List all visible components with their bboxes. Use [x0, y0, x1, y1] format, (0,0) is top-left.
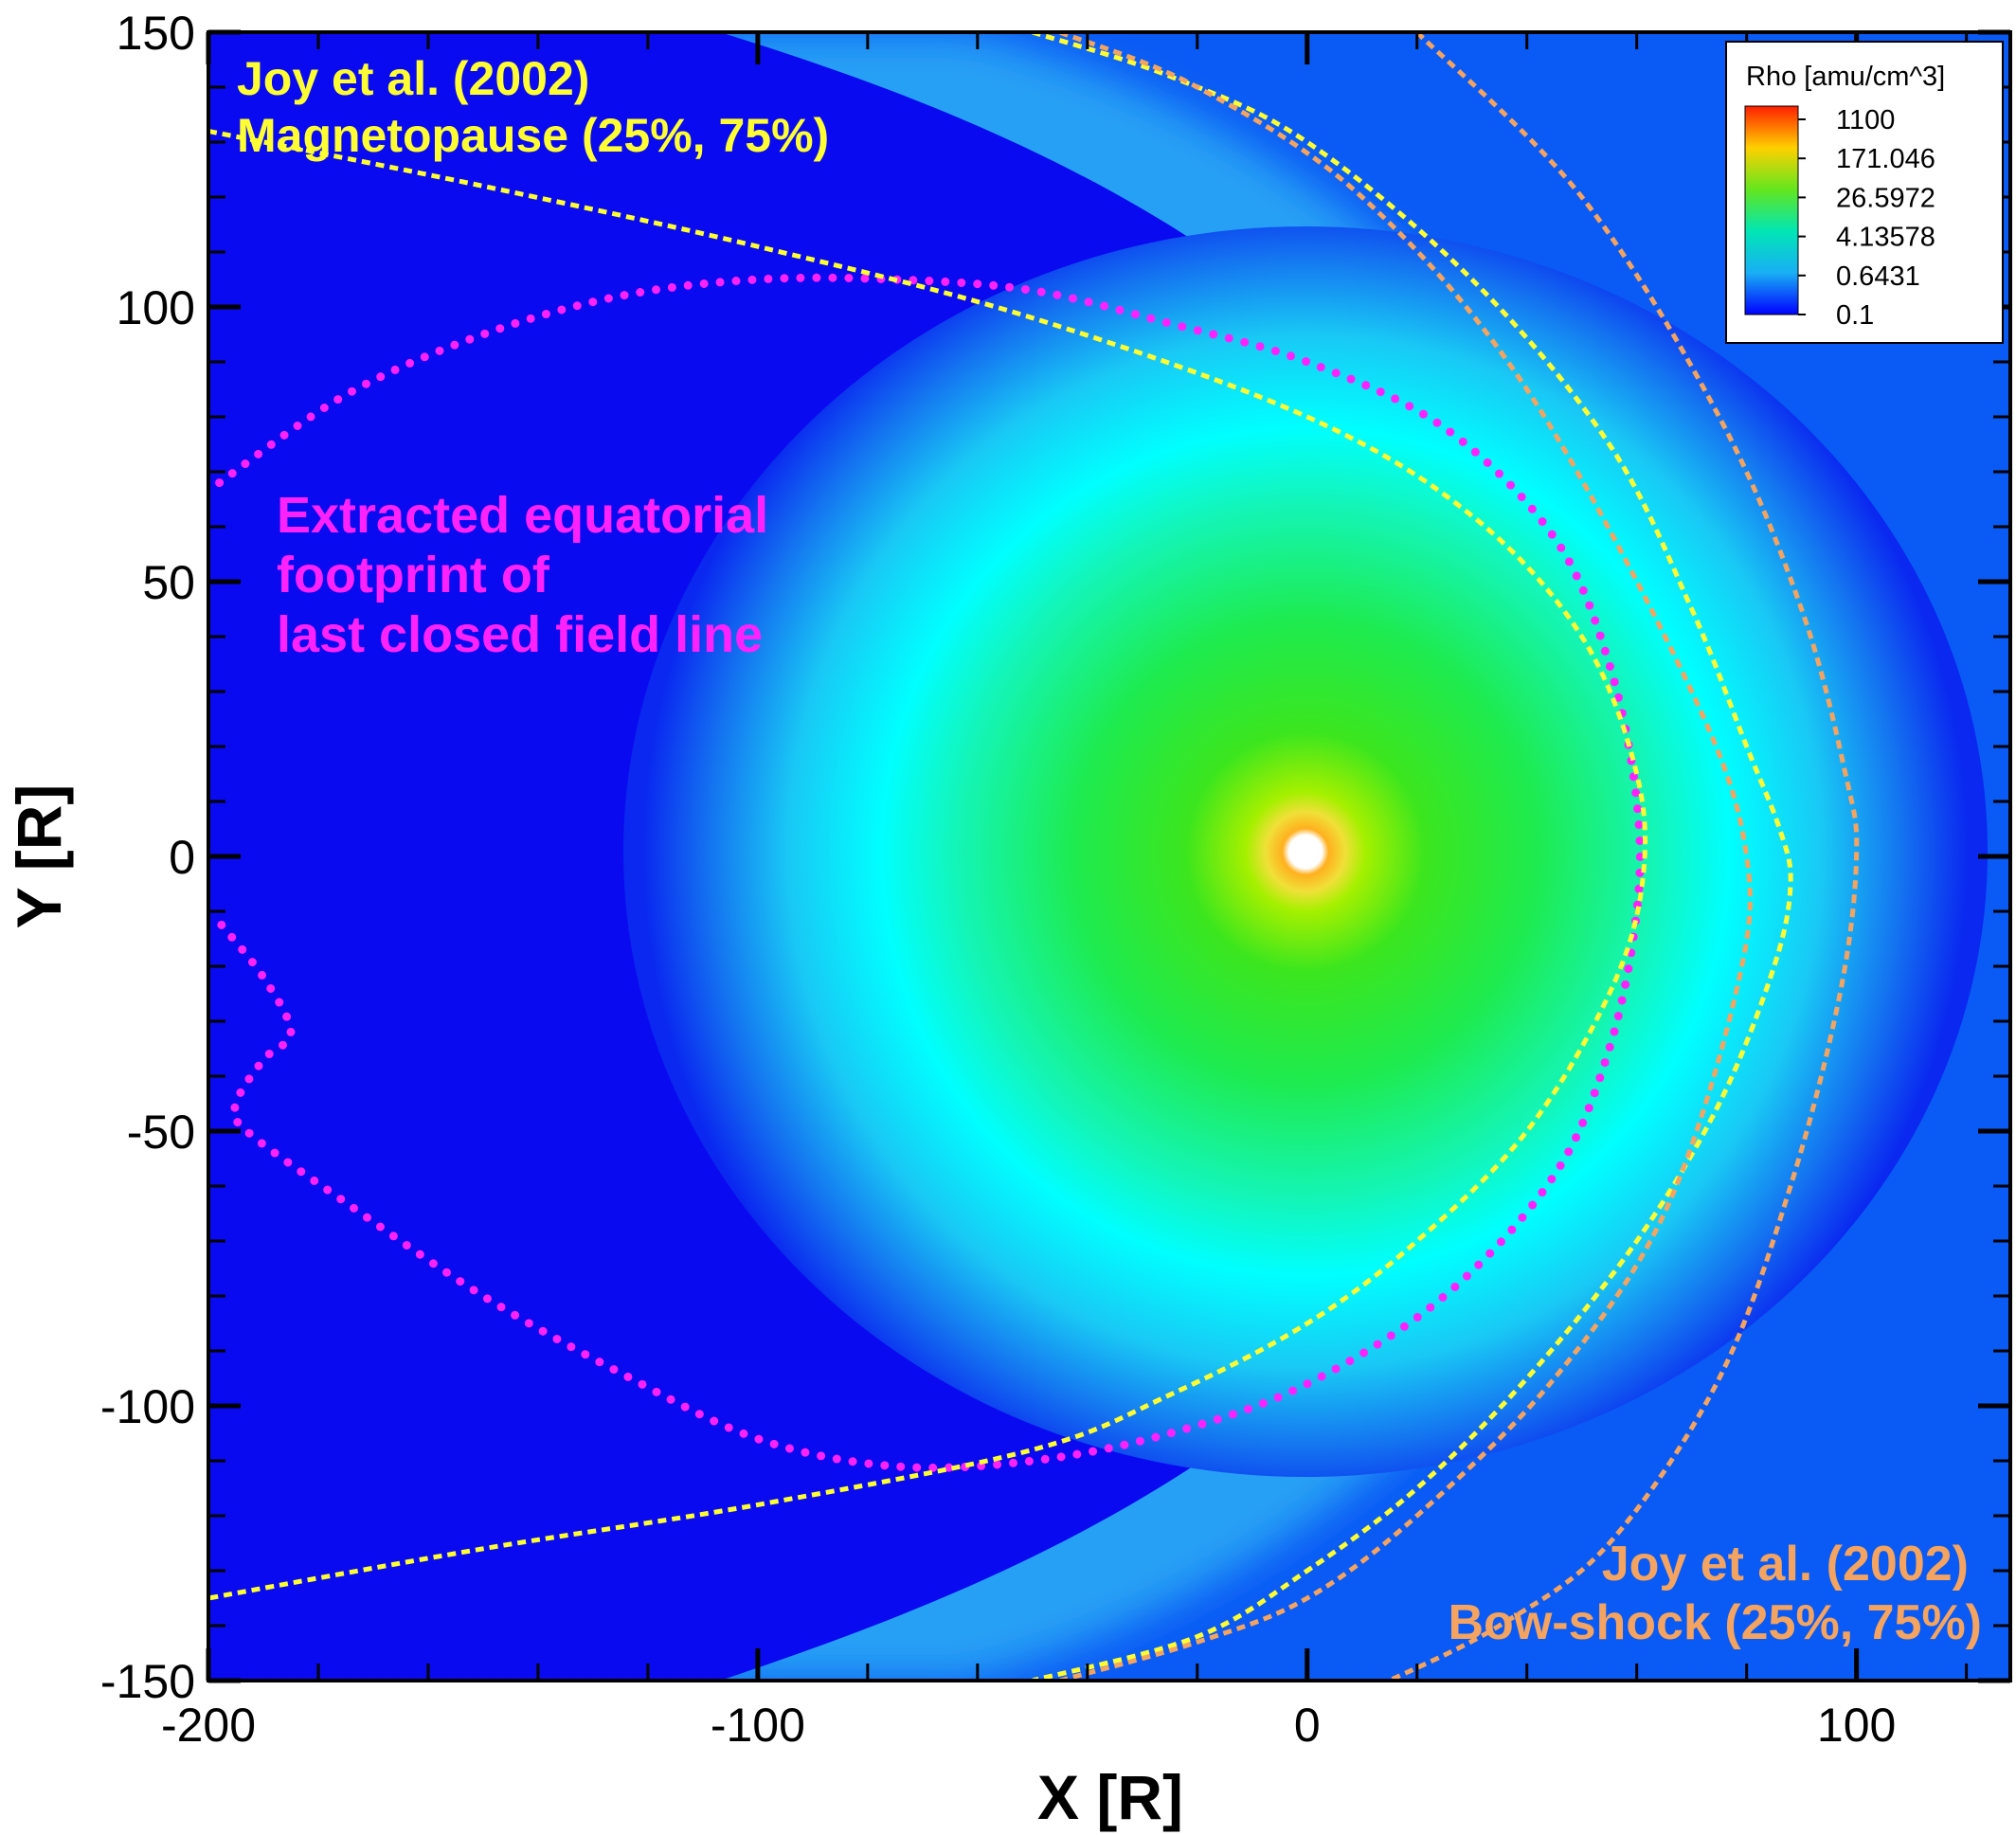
colorbar-level-label: 1100 [1836, 105, 1895, 135]
colorbar-title: Rho [amu/cm^3] [1746, 62, 1945, 92]
bowshock-label: Joy et al. (2002) Bow-shock (25%, 75%) [1449, 1537, 1983, 1650]
magnetopause-label: Joy et al. (2002) Magnetopause (25%, 75%… [237, 52, 829, 162]
x-axis-label: X [R] [1037, 1762, 1183, 1832]
colorbar-levels: 1100 171.046 26.5972 4.13578 0.6431 0.1 [1798, 105, 1935, 331]
y-tick-label: -150 [100, 1655, 195, 1708]
magnetopause-label-line-2: Magnetopause (25%, 75%) [237, 109, 829, 162]
footprint-label-line-1: Extracted equatorial [277, 487, 768, 544]
footprint-label-line-2: footprint of [277, 547, 550, 603]
axis-ticks: -200 -100 0 100 -150 -100 -50 0 50 100 150 [100, 7, 2010, 1752]
series-2-curve [1032, 32, 1793, 1681]
boundary-curves [208, 32, 1860, 1681]
y-tick-label: 100 [117, 281, 195, 334]
magnetopause-label-line-1: Joy et al. (2002) [237, 52, 589, 105]
y-tick-label: 150 [117, 7, 195, 60]
colorbar-level-label: 0.6431 [1836, 261, 1920, 292]
x-tick-label: -100 [711, 1699, 805, 1752]
y-tick-label: 50 [142, 556, 195, 609]
y-tick-label: 0 [169, 831, 195, 884]
bowshock-label-line-1: Joy et al. (2002) [1602, 1537, 1969, 1592]
x-tick-label: -200 [161, 1699, 256, 1752]
y-tick-label: -50 [127, 1106, 195, 1159]
colorbar-level-label: 26.5972 [1836, 183, 1935, 213]
colorbar-legend: Rho [amu/cm^3] 1100 171.046 26.5972 4.13578… [1725, 41, 2004, 344]
x-tick-label: 0 [1294, 1699, 1321, 1752]
y-axis-label: Y [R] [4, 784, 74, 929]
colorbar-level-label: 171.046 [1836, 144, 1935, 174]
colorbar-gradient [1744, 105, 1799, 315]
colorbar-level-label: 0.1 [1836, 300, 1874, 331]
bowshock-label-line-2: Bow-shock (25%, 75%) [1449, 1595, 1983, 1650]
series-4-curve [1388, 32, 1860, 1681]
density-core [623, 226, 1988, 1477]
series-0-curve [215, 273, 1645, 1472]
x-tick-label: 100 [1817, 1699, 1896, 1752]
colorbar-level-label: 4.13578 [1836, 223, 1935, 253]
footprint-label-line-3: last closed field line [277, 606, 763, 663]
y-tick-label: -100 [100, 1380, 195, 1433]
plot-background [208, 32, 2010, 1681]
footprint-label: Extracted equatorial footprint of last c… [277, 487, 768, 663]
